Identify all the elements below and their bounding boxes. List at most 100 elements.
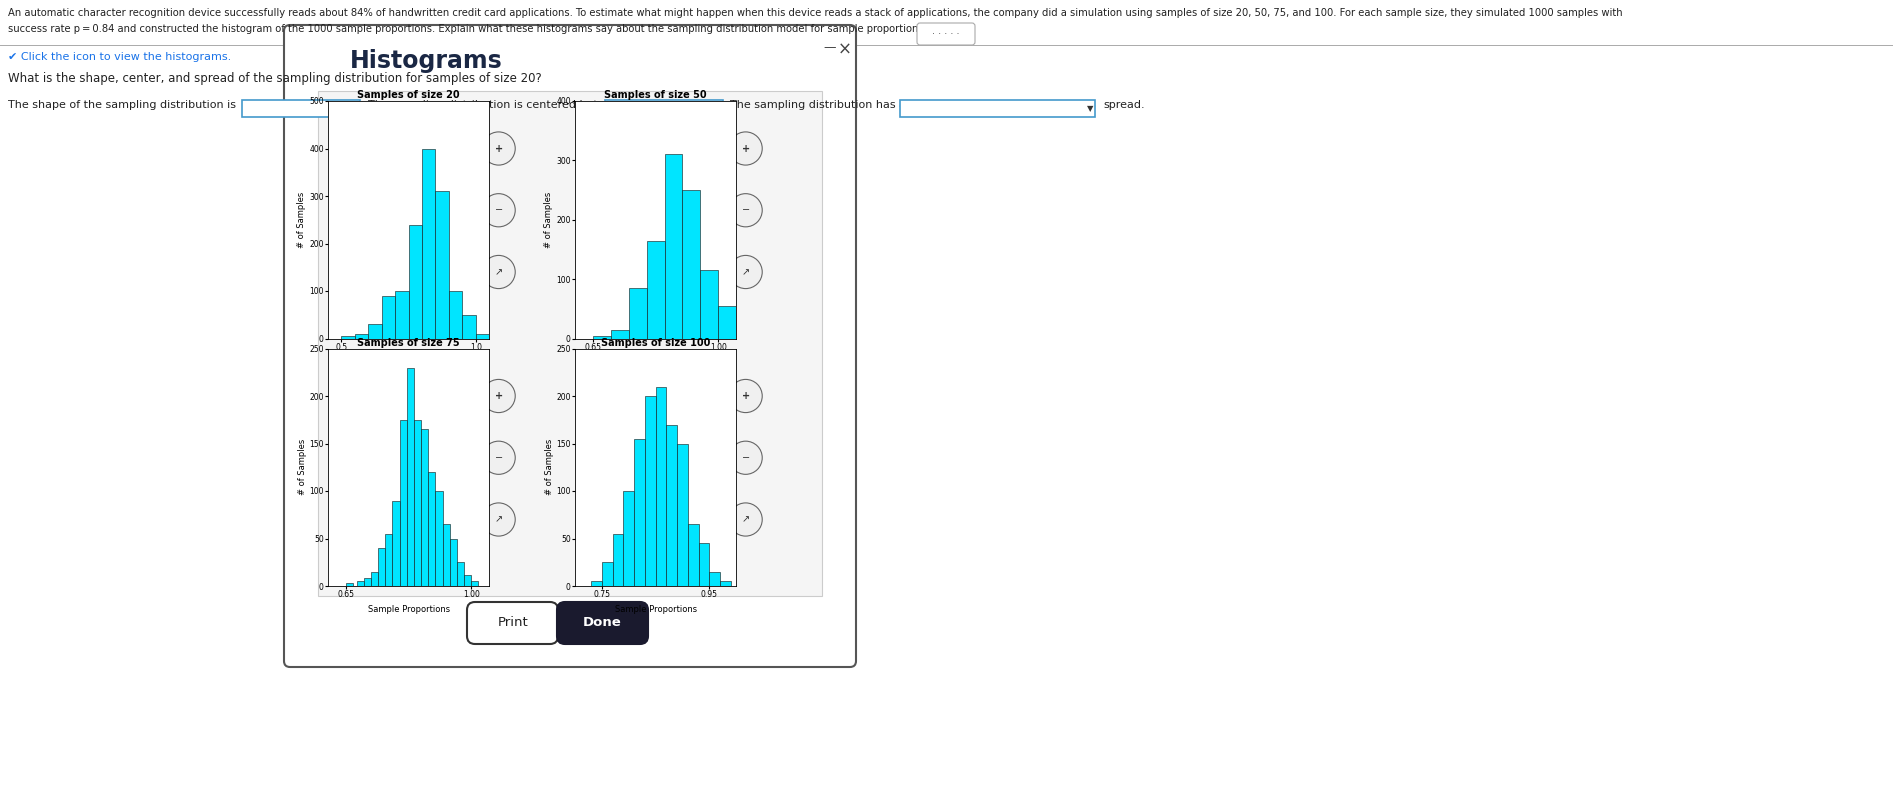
Bar	[613, 534, 623, 586]
Text: ↗: ↗	[494, 267, 504, 277]
Circle shape	[729, 194, 763, 227]
Text: success rate p = 0.84 and constructed the histogram of the 1000 sample proportio: success rate p = 0.84 and constructed th…	[8, 24, 928, 34]
Bar	[687, 524, 699, 586]
Circle shape	[483, 132, 515, 165]
Text: ▼: ▼	[714, 104, 721, 113]
Text: +: +	[742, 391, 750, 401]
Text: spread.: spread.	[1104, 100, 1145, 110]
Bar	[371, 572, 379, 586]
Text: Done: Done	[583, 617, 621, 629]
Bar	[409, 225, 422, 339]
Text: —: —	[823, 41, 837, 54]
Y-axis label: # of Samples: # of Samples	[545, 439, 553, 495]
X-axis label: Sample Proportions: Sample Proportions	[615, 357, 697, 366]
Bar	[435, 491, 443, 586]
Bar	[356, 581, 363, 586]
FancyBboxPatch shape	[468, 602, 558, 644]
Bar	[435, 191, 449, 339]
Bar	[420, 429, 428, 586]
Circle shape	[483, 380, 515, 413]
Text: −: −	[742, 452, 750, 463]
Text: ×: ×	[839, 41, 852, 59]
Text: ✔ Click the icon to view the histograms.: ✔ Click the icon to view the histograms.	[8, 52, 231, 62]
Bar	[611, 330, 628, 339]
Bar	[379, 548, 386, 586]
X-axis label: Sample Proportions: Sample Proportions	[367, 604, 451, 614]
Bar	[591, 581, 602, 586]
Bar	[382, 296, 396, 339]
Bar	[475, 334, 488, 339]
Bar	[593, 335, 611, 339]
Text: The sampling distribution has a: The sampling distribution has a	[731, 100, 907, 110]
Text: +: +	[742, 144, 750, 154]
Title: Samples of size 100: Samples of size 100	[600, 338, 710, 347]
Bar	[666, 424, 678, 586]
Bar	[451, 538, 456, 586]
Bar	[699, 543, 710, 586]
Text: +: +	[494, 391, 504, 401]
Bar	[462, 315, 475, 339]
Bar	[392, 500, 399, 586]
X-axis label: Sample Proportions: Sample Proportions	[367, 357, 451, 366]
Bar	[602, 562, 613, 586]
Bar	[407, 368, 415, 586]
Bar	[369, 324, 382, 339]
Text: ▼: ▼	[352, 104, 358, 113]
Bar	[464, 574, 471, 586]
Y-axis label: # of Samples: # of Samples	[545, 191, 553, 248]
Text: −: −	[494, 452, 504, 463]
Text: ↗: ↗	[494, 515, 504, 524]
Text: ▼: ▼	[1087, 104, 1092, 113]
Text: An automatic character recognition device successfully reads about 84% of handwr: An automatic character recognition devic…	[8, 8, 1622, 18]
Title: Samples of size 50: Samples of size 50	[604, 90, 706, 100]
Bar	[664, 154, 683, 339]
FancyBboxPatch shape	[242, 100, 360, 117]
Bar	[683, 190, 700, 339]
Bar	[399, 419, 407, 586]
Circle shape	[729, 255, 763, 288]
Circle shape	[483, 194, 515, 227]
Text: What is the shape, center, and spread of the sampling distribution for samples o: What is the shape, center, and spread of…	[8, 72, 541, 85]
Text: The sampling distribution is centered between: The sampling distribution is centered be…	[367, 100, 628, 110]
Bar	[623, 491, 634, 586]
Circle shape	[729, 380, 763, 413]
Text: +: +	[494, 144, 504, 154]
Bar	[717, 306, 736, 339]
Bar	[710, 572, 719, 586]
Bar	[415, 419, 420, 586]
FancyBboxPatch shape	[557, 602, 647, 644]
Bar	[646, 396, 655, 586]
Bar	[443, 524, 451, 586]
Bar	[422, 149, 435, 339]
Circle shape	[483, 503, 515, 536]
Bar	[628, 288, 647, 339]
Bar	[363, 579, 371, 586]
Text: ↗: ↗	[742, 267, 750, 277]
FancyBboxPatch shape	[318, 91, 822, 596]
Bar	[647, 241, 664, 339]
Bar	[396, 291, 409, 339]
Circle shape	[729, 132, 763, 165]
Text: · · · · ·: · · · · ·	[931, 29, 960, 39]
Text: Histograms: Histograms	[350, 49, 504, 73]
Text: The shape of the sampling distribution is: The shape of the sampling distribution i…	[8, 100, 237, 110]
X-axis label: Sample Proportions: Sample Proportions	[615, 604, 697, 614]
Title: Samples of size 75: Samples of size 75	[358, 338, 460, 347]
Circle shape	[729, 503, 763, 536]
Bar	[341, 336, 354, 339]
Text: Print: Print	[498, 617, 528, 629]
Bar	[700, 270, 717, 339]
FancyBboxPatch shape	[284, 25, 856, 667]
Bar	[655, 386, 666, 586]
Circle shape	[483, 255, 515, 288]
Bar	[471, 581, 479, 586]
Y-axis label: # of Samples: # of Samples	[297, 191, 307, 248]
Bar	[456, 562, 464, 586]
FancyBboxPatch shape	[899, 100, 1094, 117]
Bar	[428, 472, 435, 586]
Text: ↗: ↗	[742, 515, 750, 524]
Title: Samples of size 20: Samples of size 20	[358, 90, 460, 100]
FancyBboxPatch shape	[916, 23, 975, 45]
Bar	[346, 583, 354, 586]
Y-axis label: # of Samples: # of Samples	[297, 439, 307, 495]
